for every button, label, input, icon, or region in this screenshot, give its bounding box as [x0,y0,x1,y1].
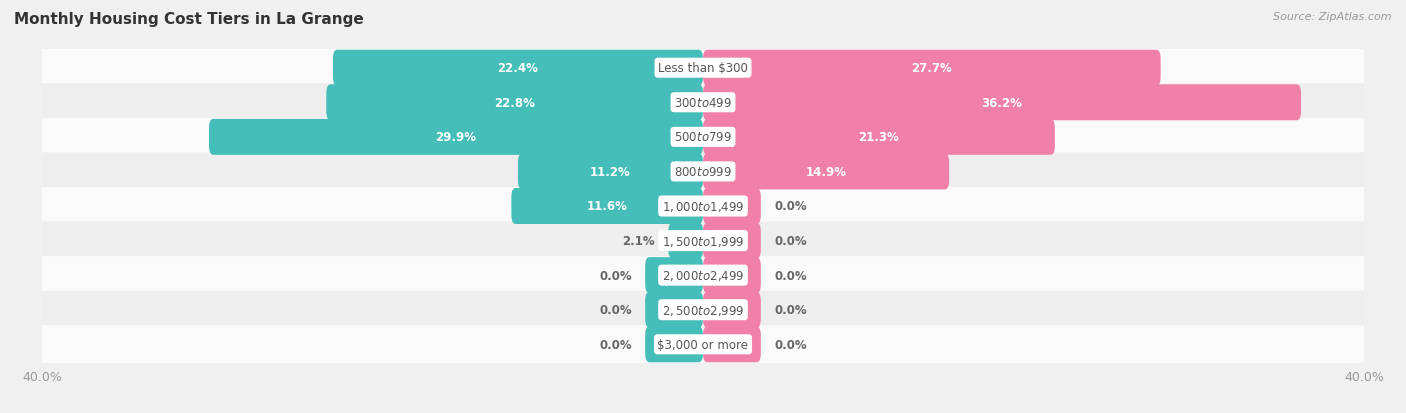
FancyBboxPatch shape [41,256,1365,294]
FancyBboxPatch shape [41,291,1365,329]
Text: 14.9%: 14.9% [806,166,846,178]
FancyBboxPatch shape [512,189,703,224]
FancyBboxPatch shape [645,327,703,362]
Text: 36.2%: 36.2% [981,97,1022,109]
FancyBboxPatch shape [668,223,703,259]
Text: 21.3%: 21.3% [859,131,900,144]
FancyBboxPatch shape [703,154,949,190]
Text: 2.1%: 2.1% [623,235,655,247]
Text: 0.0%: 0.0% [775,304,807,316]
Text: Source: ZipAtlas.com: Source: ZipAtlas.com [1274,12,1392,22]
Text: $3,000 or more: $3,000 or more [658,338,748,351]
FancyBboxPatch shape [703,327,761,362]
Text: 11.6%: 11.6% [586,200,627,213]
Text: Less than $300: Less than $300 [658,62,748,75]
FancyBboxPatch shape [645,258,703,293]
FancyBboxPatch shape [703,85,1301,121]
FancyBboxPatch shape [41,119,1365,157]
Text: $1,000 to $1,499: $1,000 to $1,499 [662,199,744,214]
FancyBboxPatch shape [41,84,1365,122]
FancyBboxPatch shape [703,223,761,259]
Text: $2,500 to $2,999: $2,500 to $2,999 [662,303,744,317]
FancyBboxPatch shape [645,292,703,328]
Text: $800 to $999: $800 to $999 [673,166,733,178]
Text: 0.0%: 0.0% [599,338,631,351]
Text: 29.9%: 29.9% [436,131,477,144]
Text: 0.0%: 0.0% [599,269,631,282]
FancyBboxPatch shape [703,258,761,293]
Text: 22.8%: 22.8% [495,97,536,109]
Text: Monthly Housing Cost Tiers in La Grange: Monthly Housing Cost Tiers in La Grange [14,12,364,27]
FancyBboxPatch shape [41,325,1365,363]
FancyBboxPatch shape [41,153,1365,191]
Text: $1,500 to $1,999: $1,500 to $1,999 [662,234,744,248]
FancyBboxPatch shape [41,188,1365,225]
FancyBboxPatch shape [209,120,703,155]
Text: 0.0%: 0.0% [775,235,807,247]
Text: 0.0%: 0.0% [599,304,631,316]
Text: 0.0%: 0.0% [775,338,807,351]
FancyBboxPatch shape [517,154,703,190]
FancyBboxPatch shape [326,85,703,121]
FancyBboxPatch shape [703,51,1160,86]
FancyBboxPatch shape [41,50,1365,88]
Text: $500 to $799: $500 to $799 [673,131,733,144]
FancyBboxPatch shape [703,120,1054,155]
Text: 22.4%: 22.4% [498,62,538,75]
FancyBboxPatch shape [41,222,1365,260]
Text: 11.2%: 11.2% [591,166,631,178]
Text: 27.7%: 27.7% [911,62,952,75]
Text: 0.0%: 0.0% [775,269,807,282]
FancyBboxPatch shape [703,189,761,224]
Text: $300 to $499: $300 to $499 [673,97,733,109]
Text: 0.0%: 0.0% [775,200,807,213]
FancyBboxPatch shape [703,292,761,328]
FancyBboxPatch shape [333,51,703,86]
Text: $2,000 to $2,499: $2,000 to $2,499 [662,268,744,282]
